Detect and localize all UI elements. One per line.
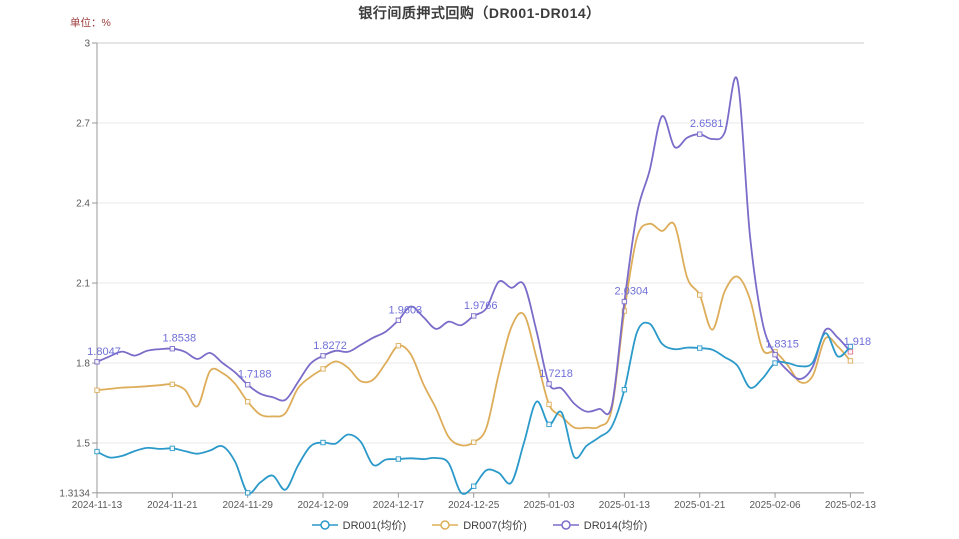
y-tick-label: 2.7: [76, 119, 90, 130]
x-tick-label: 2024-12-25: [448, 500, 500, 511]
data-point-marker: [244, 381, 251, 388]
legend-item-dr007[interactable]: DR007(均价): [432, 517, 527, 533]
point-value-label: 2.0304: [615, 286, 649, 298]
x-tick-label: 2024-11-21: [147, 500, 198, 511]
data-point-marker: [94, 448, 100, 455]
point-value-label: 1.9766: [464, 300, 498, 312]
point-value-label: 1.8315: [765, 339, 799, 351]
y-tick-label: 1.8: [76, 359, 90, 370]
legend-item-dr001[interactable]: DR001(均价): [311, 517, 407, 533]
point-value-label: 1.7218: [539, 368, 573, 380]
point-value-label: 1.918: [844, 336, 872, 348]
data-point-marker: [320, 439, 326, 446]
legend-item-dr014[interactable]: DR014(均价): [552, 517, 648, 533]
y-tick-label: 1.3134: [59, 488, 90, 499]
data-point-marker: [621, 298, 628, 305]
x-tick-label: 2025-02-13: [825, 500, 877, 511]
data-point-marker: [169, 381, 176, 388]
data-point-marker: [395, 456, 402, 462]
data-point-marker: [169, 445, 176, 452]
data-point-marker: [395, 343, 402, 349]
series-line-dr007: [96, 221, 852, 447]
data-point-marker: [697, 131, 703, 137]
x-tick-label: 2025-02-06: [749, 500, 801, 511]
data-point-marker: [847, 349, 854, 355]
data-point-marker: [847, 358, 854, 364]
y-tick-label: 1.5: [76, 439, 90, 450]
x-tick-label: 2025-01-21: [674, 500, 726, 511]
data-point-marker: [697, 292, 703, 298]
data-point-marker: [471, 439, 477, 445]
data-point-marker: [546, 421, 552, 428]
data-point-marker: [94, 359, 100, 365]
data-point-marker: [546, 381, 552, 387]
y-tick-label: 3: [84, 39, 90, 50]
point-value-label: 1.9603: [389, 304, 423, 316]
point-value-label: 1.8538: [163, 333, 197, 345]
y-tick-label: 2.4: [76, 199, 90, 210]
legend: DR001(均价) DR007(均价) DR014(均价): [0, 517, 959, 533]
x-tick-label: 2024-11-13: [72, 500, 123, 511]
point-value-label: 1.8272: [313, 340, 347, 352]
x-tick-label: 2025-01-03: [523, 500, 575, 511]
legend-line-circle-icon: [552, 520, 579, 530]
data-point-marker: [471, 313, 477, 319]
data-point-marker: [169, 345, 176, 352]
legend-label: DR014(均价): [583, 520, 648, 532]
data-point-marker: [697, 345, 703, 351]
data-point-marker: [847, 343, 854, 350]
data-point-marker: [546, 401, 552, 408]
data-point-marker: [320, 353, 326, 359]
point-value-label: 1.8047: [87, 346, 121, 358]
data-point-marker: [320, 366, 326, 372]
series-line-dr014: [96, 76, 852, 416]
x-tick-label: 2024-12-17: [373, 500, 425, 511]
data-point-marker: [395, 317, 402, 323]
point-value-label: 1.7188: [238, 369, 272, 381]
x-tick-label: 2024-11-29: [222, 500, 273, 511]
legend-label: DR001(均价): [342, 520, 407, 532]
data-point-marker: [94, 387, 100, 393]
chart-title: 银行间质押式回购（DR001-DR014）: [358, 5, 601, 21]
series-line-dr001: [96, 321, 852, 495]
legend-label: DR007(均价): [463, 520, 527, 532]
x-tick-label: 2025-01-13: [599, 500, 651, 511]
unit-label: 单位：%: [70, 17, 111, 29]
data-point-marker: [621, 387, 628, 393]
data-point-marker: [772, 351, 778, 358]
data-point-marker: [244, 399, 251, 405]
data-point-marker: [244, 490, 251, 496]
x-tick-label: 2024-12-09: [297, 500, 349, 511]
data-point-marker: [471, 483, 477, 489]
legend-line-circle-icon: [311, 520, 338, 530]
legend-line-circle-icon: [432, 520, 459, 530]
data-point-marker: [772, 360, 778, 366]
point-value-label: 2.6581: [690, 118, 724, 130]
y-tick-label: 2.1: [76, 279, 90, 290]
